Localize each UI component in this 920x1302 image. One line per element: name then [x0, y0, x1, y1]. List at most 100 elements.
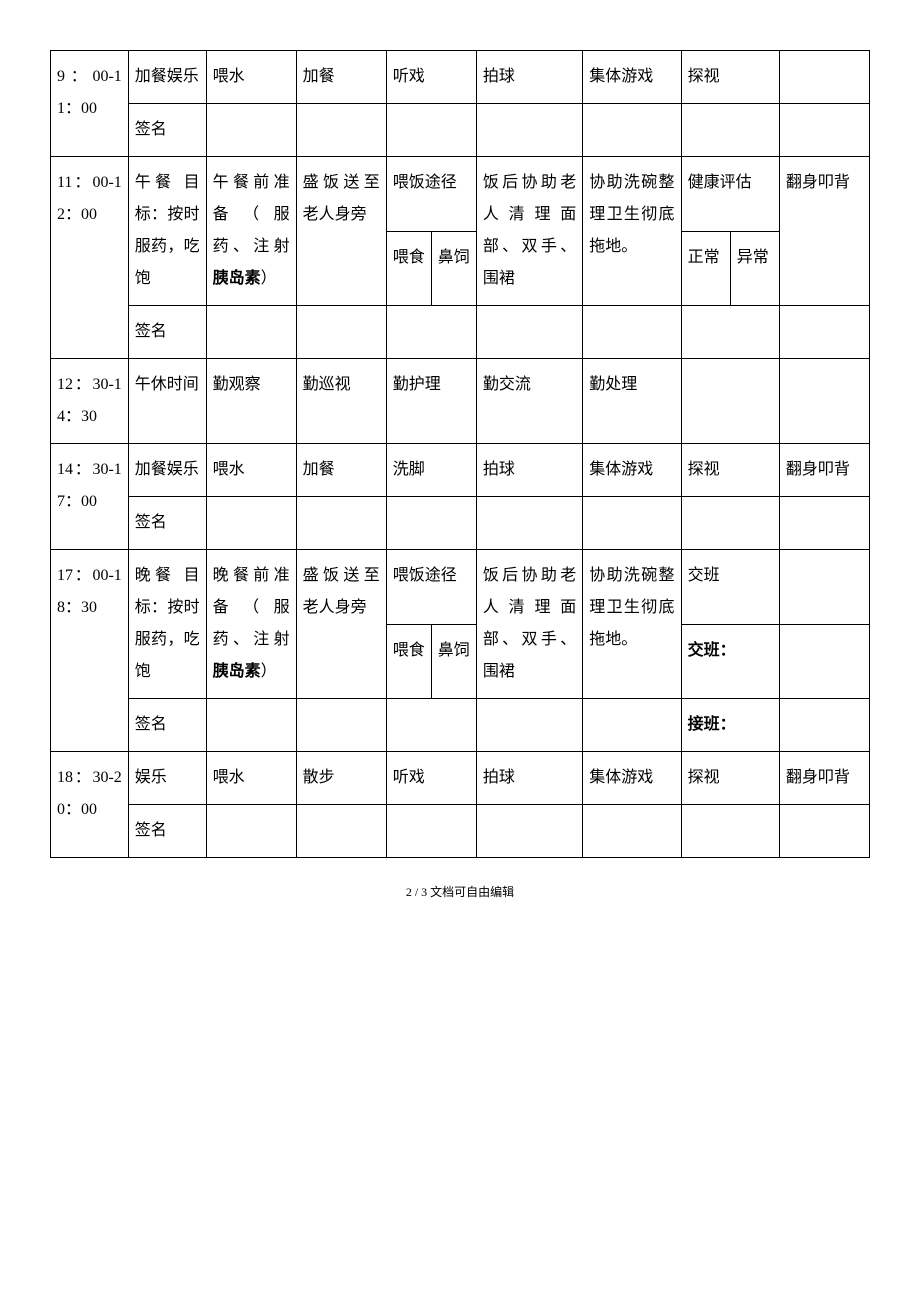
- cell-signature: 签名: [128, 497, 206, 550]
- cell: 加餐: [296, 51, 386, 104]
- cell: [779, 497, 869, 550]
- cell-time: 11：00-12：00: [51, 157, 129, 359]
- cell: 拍球: [476, 51, 582, 104]
- cell: [206, 306, 296, 359]
- cell: 翻身叩背: [779, 444, 869, 497]
- table-row: 签名: [51, 805, 870, 858]
- cell: 鼻饲: [431, 231, 476, 306]
- cell: [779, 359, 869, 444]
- cell-time: 17：00-18：30: [51, 550, 129, 752]
- cell: 勤观察: [206, 359, 296, 444]
- cell: [583, 699, 681, 752]
- cell-time: 12：30-14：30: [51, 359, 129, 444]
- cell: 饭后协助老人清理面部、双手、围裙: [476, 157, 582, 306]
- cell: [779, 805, 869, 858]
- cell: [206, 805, 296, 858]
- cell: 协助洗碗整理卫生彻底拖地。: [583, 550, 681, 699]
- cell-signature: 签名: [128, 104, 206, 157]
- cell: [206, 699, 296, 752]
- cell: 喂饭途径: [386, 157, 476, 232]
- cell: [206, 104, 296, 157]
- cell-desc: 娱乐: [128, 752, 206, 805]
- cell: [583, 306, 681, 359]
- cell: [296, 104, 386, 157]
- cell: 午餐前准 备（服药、注射胰岛素）: [206, 157, 296, 306]
- cell: [681, 497, 779, 550]
- cell: [296, 306, 386, 359]
- cell: [476, 104, 582, 157]
- cell-desc: 午休时间: [128, 359, 206, 444]
- cell: 正常: [681, 231, 730, 306]
- text-bold: 胰岛素: [213, 270, 261, 287]
- text: 午餐前准 备（服药、注射: [213, 174, 290, 255]
- cell: [583, 805, 681, 858]
- cell: 洗脚: [386, 444, 476, 497]
- table-row: 签名: [51, 497, 870, 550]
- cell: 拍球: [476, 752, 582, 805]
- cell: 听戏: [386, 752, 476, 805]
- cell: [681, 359, 779, 444]
- cell: 听戏: [386, 51, 476, 104]
- schedule-table: 9：00-11：00 加餐娱乐 喂水 加餐 听戏 拍球 集体游戏 探视 签名 1…: [50, 50, 870, 858]
- cell: [206, 497, 296, 550]
- table-row: 18：30-20：00 娱乐 喂水 散步 听戏 拍球 集体游戏 探视 翻身叩背: [51, 752, 870, 805]
- cell: [779, 104, 869, 157]
- cell-time: 9：00-11：00: [51, 51, 129, 157]
- cell: 集体游戏: [583, 444, 681, 497]
- cell: 翻身叩背: [779, 157, 869, 306]
- cell: [681, 104, 779, 157]
- cell: [779, 624, 869, 699]
- cell: 拍球: [476, 444, 582, 497]
- table-row: 17：00-18：30 晚餐 目标：按时服药，吃饱 晚餐前准 备（服药、注射胰岛…: [51, 550, 870, 625]
- cell: [681, 306, 779, 359]
- cell: 翻身叩背: [779, 752, 869, 805]
- cell: 晚餐前准 备（服药、注射胰岛素）: [206, 550, 296, 699]
- cell: 交班: [681, 550, 779, 625]
- cell: 盛饭送至老人身旁: [296, 157, 386, 306]
- cell: 喂水: [206, 752, 296, 805]
- cell: [386, 699, 476, 752]
- cell-signature: 签名: [128, 699, 206, 752]
- cell: [779, 550, 869, 625]
- cell: [386, 306, 476, 359]
- cell: 散步: [296, 752, 386, 805]
- cell: 交班：: [681, 624, 779, 699]
- cell: 健康评估: [681, 157, 779, 232]
- table-row: 9：00-11：00 加餐娱乐 喂水 加餐 听戏 拍球 集体游戏 探视: [51, 51, 870, 104]
- table-row: 12：30-14：30 午休时间 勤观察 勤巡视 勤护理 勤交流 勤处理: [51, 359, 870, 444]
- page-footer: 2 / 3 文档可自由编辑: [50, 858, 870, 930]
- cell: [296, 699, 386, 752]
- cell: [681, 805, 779, 858]
- cell: [476, 306, 582, 359]
- table-row: 签名 接班：: [51, 699, 870, 752]
- table-row: 11：00-12：00 午餐 目标：按时服药，吃饱 午餐前准 备（服药、注射胰岛…: [51, 157, 870, 232]
- cell-signature: 签名: [128, 805, 206, 858]
- cell: 盛饭送至老人身旁: [296, 550, 386, 699]
- text: ）: [261, 663, 277, 680]
- cell: 喂水: [206, 51, 296, 104]
- cell: [583, 104, 681, 157]
- cell: [386, 497, 476, 550]
- cell: [583, 497, 681, 550]
- cell: [296, 497, 386, 550]
- cell: 喂饭途径: [386, 550, 476, 625]
- cell: 勤交流: [476, 359, 582, 444]
- cell: 喂食: [386, 231, 431, 306]
- text: ）: [261, 270, 277, 287]
- table-row: 签名: [51, 306, 870, 359]
- cell: 勤处理: [583, 359, 681, 444]
- cell: 喂水: [206, 444, 296, 497]
- cell-desc: 加餐娱乐: [128, 51, 206, 104]
- cell-desc: 午餐 目标：按时服药，吃饱: [128, 157, 206, 306]
- text: 晚餐前准 备（服药、注射: [213, 567, 290, 648]
- cell: 勤巡视: [296, 359, 386, 444]
- cell-desc: 加餐娱乐: [128, 444, 206, 497]
- cell: 勤护理: [386, 359, 476, 444]
- table-row: 14：30-17：00 加餐娱乐 喂水 加餐 洗脚 拍球 集体游戏 探视 翻身叩…: [51, 444, 870, 497]
- cell: [779, 699, 869, 752]
- cell: 加餐: [296, 444, 386, 497]
- cell: 接班：: [681, 699, 779, 752]
- cell: 喂食: [386, 624, 431, 699]
- cell: [779, 51, 869, 104]
- cell: 异常: [730, 231, 779, 306]
